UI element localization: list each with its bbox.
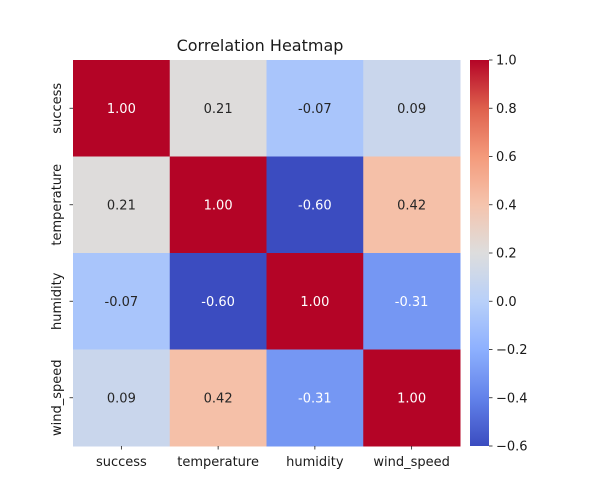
cell-value-label: 1.00 bbox=[300, 295, 329, 310]
cell-value-label: 0.09 bbox=[397, 102, 426, 117]
x-tick-label-wind_speed: wind_speed bbox=[373, 455, 450, 470]
y-axis-ticks: success temperature humidity wind_speed bbox=[50, 83, 73, 436]
colorbar-tick-label: −0.6 bbox=[496, 440, 528, 455]
cell-value-label: -0.07 bbox=[298, 102, 332, 117]
heatmap-cell-humidity-success bbox=[73, 253, 171, 350]
cell-value-label: -0.07 bbox=[105, 295, 139, 310]
cell-value-label: 0.09 bbox=[107, 391, 136, 406]
y-tick-label-temperature: temperature bbox=[50, 164, 65, 246]
x-tick-label-success: success bbox=[96, 455, 147, 470]
cell-value-label: 0.21 bbox=[204, 102, 233, 117]
y-tick-label-wind_speed: wind_speed bbox=[50, 359, 65, 436]
colorbar-gradient bbox=[470, 60, 489, 446]
chart-title: Correlation Heatmap bbox=[177, 36, 344, 55]
heatmap-cell-success-success bbox=[73, 60, 171, 157]
heatmap-cell-success-temperature bbox=[169, 60, 267, 157]
cell-value-label: 1.00 bbox=[107, 102, 136, 117]
cell-value-label: 0.42 bbox=[204, 391, 233, 406]
colorbar-tick-label: −0.4 bbox=[496, 391, 528, 406]
heatmap-cell-success-humidity bbox=[266, 60, 364, 157]
y-tick-label-success: success bbox=[50, 83, 65, 134]
x-tick-label-temperature: temperature bbox=[177, 455, 259, 470]
cell-value-label: -0.60 bbox=[298, 198, 332, 213]
cell-value-label: 0.21 bbox=[107, 198, 136, 213]
heatmap-cell-temperature-success bbox=[73, 156, 171, 254]
colorbar-tick-label: 0.2 bbox=[496, 247, 517, 262]
colorbar-tick-label: 1.0 bbox=[496, 54, 517, 69]
colorbar-tick-label: −0.2 bbox=[496, 343, 528, 358]
colorbar-tick-label: 0.0 bbox=[496, 295, 517, 310]
heatmap-cell-wind_speed-wind_speed bbox=[363, 349, 461, 447]
cell-value-label: -0.60 bbox=[201, 295, 235, 310]
colorbar: 1.0 0.8 0.6 0.4 0.2 0.0 −0.2 −0.4 −0.6 bbox=[470, 54, 528, 455]
heatmap-cell-wind_speed-humidity bbox=[266, 349, 364, 447]
heatmap-cell-humidity-wind_speed bbox=[363, 253, 461, 350]
colorbar-tick-label: 0.4 bbox=[496, 198, 517, 213]
colorbar-tick-label: 0.6 bbox=[496, 150, 517, 165]
colorbar-tick-label: 0.8 bbox=[496, 102, 517, 117]
cell-value-label: -0.31 bbox=[298, 391, 332, 406]
heatmap-cell-temperature-humidity bbox=[266, 156, 364, 254]
x-axis-ticks: success temperature humidity wind_speed bbox=[96, 446, 450, 470]
heatmap-cell-temperature-temperature bbox=[169, 156, 267, 254]
heatmap-cell-humidity-humidity bbox=[266, 253, 364, 350]
heatmap-cell-success-wind_speed bbox=[363, 60, 461, 157]
cell-value-label: 1.00 bbox=[204, 198, 233, 213]
y-tick-label-humidity: humidity bbox=[50, 272, 65, 330]
heatmap-cell-temperature-wind_speed bbox=[363, 156, 461, 254]
x-tick-label-humidity: humidity bbox=[286, 455, 344, 470]
cell-value-label: 1.00 bbox=[397, 391, 426, 406]
heatmap-cell-wind_speed-temperature bbox=[169, 349, 267, 447]
heatmap-cell-wind_speed-success bbox=[73, 349, 171, 447]
heatmap-cell-humidity-temperature bbox=[169, 253, 267, 350]
heatmap-cells: 1.00 0.21 -0.07 0.09 0.21 1.00 -0.60 0.42 -0.07 -… bbox=[73, 60, 461, 447]
cell-value-label: 0.42 bbox=[397, 198, 426, 213]
cell-value-label: -0.31 bbox=[395, 295, 429, 310]
